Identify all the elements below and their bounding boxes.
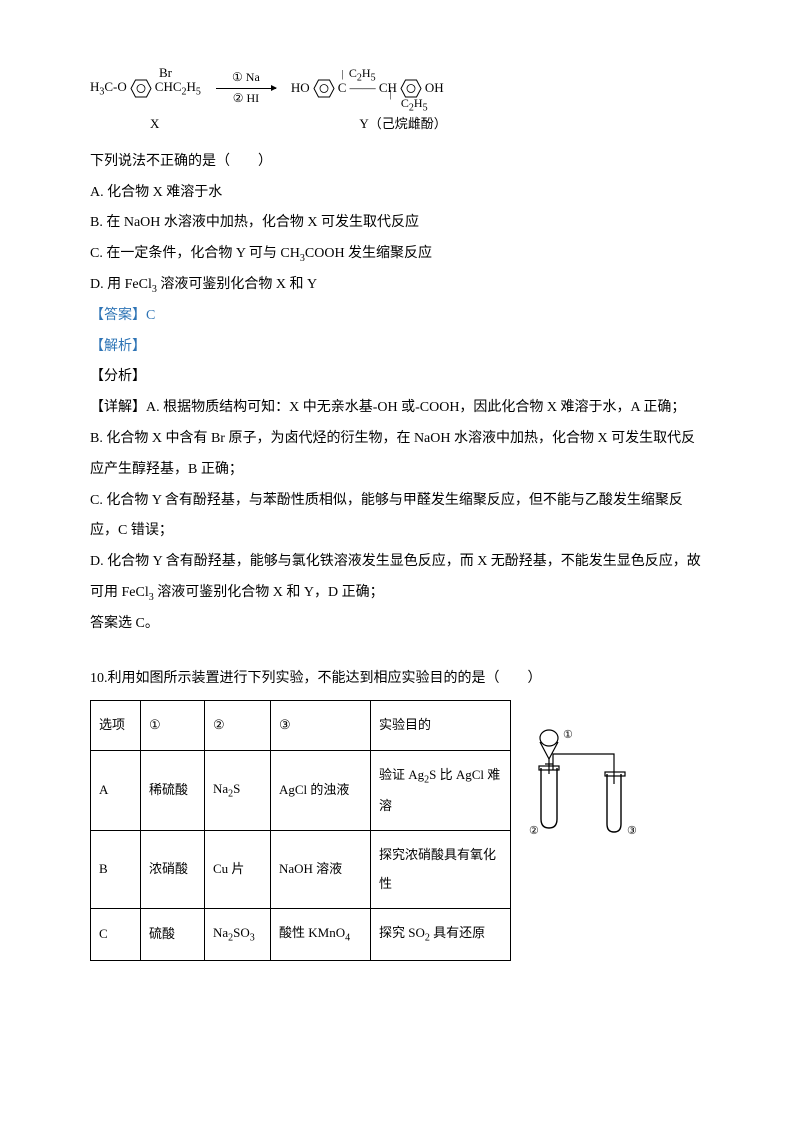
table-header-row: 选项 ① ② ③ 实验目的 <box>91 701 511 751</box>
cell: 探究 SO2 具有还原 <box>371 909 511 961</box>
answer-label: 【答案】C <box>90 301 704 332</box>
detail-final: 答案选 C。 <box>90 609 704 640</box>
q10-stem: 10.利用如图所示装置进行下列实验，不能达到相应实验目的的是（ ） <box>90 664 704 695</box>
table-row: A 稀硫酸 Na2S AgCl 的浊液 验证 Ag2S 比 AgCl 难溶 <box>91 750 511 830</box>
benzene-ring-icon <box>313 79 335 98</box>
cell: AgCl 的浊液 <box>271 750 371 830</box>
detail-b: B. 化合物 X 中含有 Br 原子，为卤代烃的衍生物，在 NaOH 水溶液中加… <box>90 424 704 486</box>
product-y: C2H5 HO C —— CH|| OH C2H5 <box>291 74 444 103</box>
detail-a: 【详解】A. 根据物质结构可知：X 中无亲水基-OH 或-COOH，因此化合物 … <box>90 393 704 424</box>
fenxi-label: 【分析】 <box>90 362 704 393</box>
th-opt: 选项 <box>91 701 141 751</box>
option-c: C. 在一定条件，化合物 Y 可与 CH3COOH 发生缩聚反应 <box>90 239 704 270</box>
cell: 探究浓硝酸具有氧化性 <box>371 831 511 909</box>
y-mid: C —— CH|| <box>338 74 397 103</box>
th-3: ③ <box>271 701 371 751</box>
cell: 酸性 KMnO4 <box>271 909 371 961</box>
experiment-table: 选项 ① ② ③ 实验目的 A 稀硫酸 Na2S AgCl 的浊液 验证 Ag2… <box>90 700 511 961</box>
label-3: ③ <box>627 825 637 837</box>
cell: C <box>91 909 141 961</box>
cell: B <box>91 831 141 909</box>
q10-table-wrap: 选项 ① ② ③ 实验目的 A 稀硫酸 Na2S AgCl 的浊液 验证 Ag2… <box>90 694 704 961</box>
cell: A <box>91 750 141 830</box>
label-2: ② <box>529 825 539 837</box>
x-prefix: H3C-O <box>90 73 127 104</box>
th-1: ① <box>141 701 205 751</box>
detail-d: D. 化合物 Y 含有酚羟基，能够与氯化铁溶液发生显色反应，而 X 无酚羟基，不… <box>90 547 704 609</box>
option-d: D. 用 FeCl3 溶液可鉴别化合物 X 和 Y <box>90 270 704 301</box>
x-label: X <box>150 110 159 139</box>
cell: 稀硫酸 <box>141 750 205 830</box>
cell: 硫酸 <box>141 909 205 961</box>
cell: NaOH 溶液 <box>271 831 371 909</box>
y-bot-sub: C2H5 <box>401 90 428 119</box>
y-prefix: HO <box>291 74 310 103</box>
benzene-ring-icon <box>130 79 152 98</box>
th-goal: 实验目的 <box>371 701 511 751</box>
br-label: Br <box>159 59 172 88</box>
apparatus-diagram: ① ② ③ <box>519 724 659 857</box>
analysis-label: 【解析】 <box>90 332 704 363</box>
reaction-arrow: ① Na ② HI <box>216 70 276 106</box>
cell: Na2S <box>205 750 271 830</box>
question-stem: 下列说法不正确的是（ ） <box>90 147 704 178</box>
cell: 验证 Ag2S 比 AgCl 难溶 <box>371 750 511 830</box>
arrow-bottom: ② HI <box>216 91 276 107</box>
reaction-scheme: Br H3C-O CHC2H5 ① Na ② HI C2H5 HO C —— C… <box>90 70 704 106</box>
th-2: ② <box>205 701 271 751</box>
arrow-top: ① Na <box>216 70 276 86</box>
table-row: B 浓硝酸 Cu 片 NaOH 溶液 探究浓硝酸具有氧化性 <box>91 831 511 909</box>
option-b: B. 在 NaOH 水溶液中加热，化合物 X 可发生取代反应 <box>90 208 704 239</box>
y-suffix: OH <box>425 74 444 103</box>
option-a: A. 化合物 X 难溶于水 <box>90 178 704 209</box>
cell: 浓硝酸 <box>141 831 205 909</box>
cell: Cu 片 <box>205 831 271 909</box>
table-row: C 硫酸 Na2SO3 酸性 KMnO4 探究 SO2 具有还原 <box>91 909 511 961</box>
arrow-icon <box>216 88 276 89</box>
detail-c: C. 化合物 Y 含有酚羟基，与苯酚性质相似，能够与甲醛发生缩聚反应，但不能与乙… <box>90 486 704 548</box>
label-1: ① <box>563 729 573 741</box>
molecule-labels: X Y（己烷雌酚） <box>90 110 704 139</box>
reactant-x: Br H3C-O CHC2H5 <box>90 73 201 104</box>
cell: Na2SO3 <box>205 909 271 961</box>
